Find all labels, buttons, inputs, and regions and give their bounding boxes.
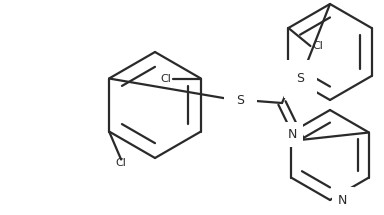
Text: N: N [338,194,348,206]
Text: S: S [296,72,304,85]
Text: S: S [236,94,244,106]
Text: Cl: Cl [313,41,323,51]
Text: Cl: Cl [160,74,171,83]
Text: Cl: Cl [116,158,127,167]
Text: N: N [288,128,297,141]
